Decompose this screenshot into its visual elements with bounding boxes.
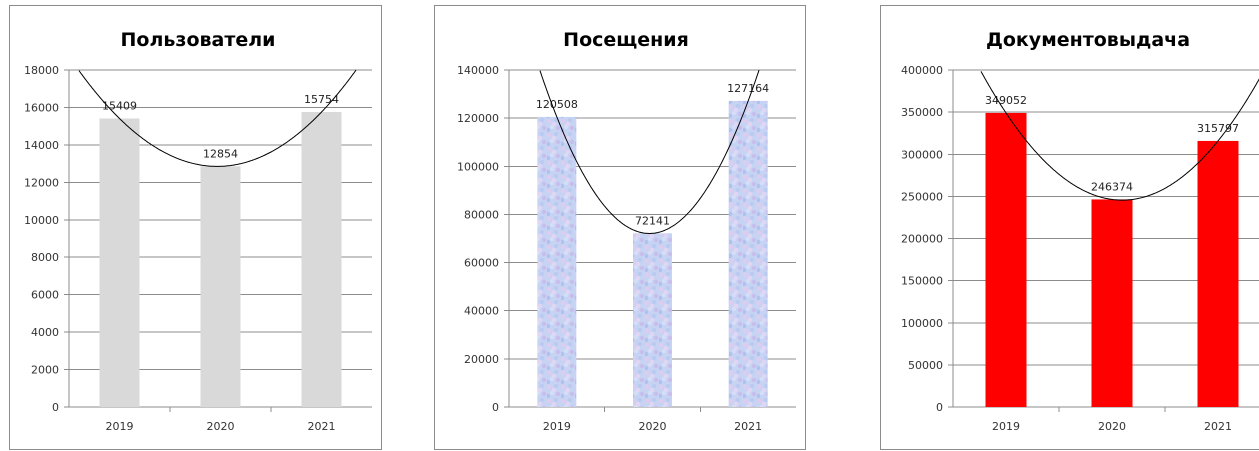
x-tick-label: 2021 (308, 420, 336, 433)
data-label: 246374 (1091, 180, 1133, 193)
y-tick-label: 18000 (24, 64, 59, 77)
chart-title: Документовыдача (986, 29, 1190, 51)
bar (1197, 140, 1239, 407)
y-tick-label: 40000 (464, 305, 499, 318)
bar (633, 233, 672, 407)
x-tick-label: 2021 (734, 420, 762, 433)
y-tick-label: 80000 (464, 208, 499, 221)
y-tick-label: 400000 (901, 64, 943, 77)
y-tick-label: 50000 (908, 359, 943, 372)
y-tick-label: 120000 (457, 112, 499, 125)
y-tick-label: 8000 (31, 251, 59, 264)
bar (200, 166, 241, 407)
y-tick-label: 0 (936, 401, 943, 414)
data-label: 15754 (304, 93, 339, 106)
chart-title: Посещения (563, 29, 689, 51)
y-tick-label: 20000 (464, 353, 499, 366)
data-label: 120508 (536, 98, 578, 111)
bar (985, 112, 1027, 407)
y-tick-label: 100000 (901, 317, 943, 330)
x-tick-label: 2019 (543, 420, 571, 433)
chart-users: Пользователи 0 2000 4000 6000 8000 10000 12000 1… (24, 29, 372, 433)
chart-title: Пользователи (121, 29, 276, 51)
chart-users-panel: Пользователи 0 2000 4000 6000 8000 10000 12000 1… (9, 5, 382, 450)
y-tick-label: 250000 (901, 190, 943, 203)
y-tick-label: 100000 (457, 160, 499, 173)
y-tick-label: 12000 (24, 176, 59, 189)
bar (301, 112, 342, 407)
y-tick-label: 0 (492, 401, 499, 414)
chart-visits-panel: Посещения 0 20000 40000 60000 80000 100000 1200… (434, 5, 806, 450)
y-tick-label: 350000 (901, 106, 943, 119)
x-tick-label: 2020 (639, 420, 667, 433)
y-tick-label: 6000 (31, 289, 59, 302)
bar (1091, 199, 1133, 407)
y-tick-label: 4000 (31, 326, 59, 339)
x-tick-label: 2020 (1098, 420, 1126, 433)
x-tick-label: 2019 (992, 420, 1020, 433)
y-tick-label: 150000 (901, 275, 943, 288)
data-label: 349052 (985, 94, 1027, 107)
y-tick-label: 60000 (464, 257, 499, 270)
data-label: 315797 (1197, 122, 1239, 135)
bar (728, 100, 768, 408)
chart-visits: Посещения 0 20000 40000 60000 80000 100000 1200… (457, 29, 796, 433)
y-tick-label: 2000 (31, 364, 59, 377)
y-tick-label: 140000 (457, 64, 499, 77)
x-tick-label: 2019 (106, 420, 134, 433)
y-tick-label: 0 (52, 401, 59, 414)
chart-loans-panel: Документовыдача 0 50000 100000 150000 200000 2… (880, 5, 1259, 450)
trendline (980, 71, 1259, 201)
data-label: 12854 (203, 147, 238, 160)
trendline (539, 70, 760, 234)
bar (537, 116, 577, 407)
y-tick-label: 14000 (24, 139, 59, 152)
y-tick-label: 16000 (24, 101, 59, 114)
y-tick-label: 300000 (901, 148, 943, 161)
x-tick-label: 2021 (1204, 420, 1232, 433)
x-tick-label: 2020 (207, 420, 235, 433)
trendline (78, 69, 357, 167)
data-label: 72141 (635, 214, 670, 227)
y-tick-label: 10000 (24, 214, 59, 227)
data-label: 127164 (727, 82, 769, 95)
y-tick-label: 200000 (901, 233, 943, 246)
bar (99, 118, 140, 407)
chart-loans: Документовыдача 0 50000 100000 150000 200000 2… (901, 29, 1259, 433)
